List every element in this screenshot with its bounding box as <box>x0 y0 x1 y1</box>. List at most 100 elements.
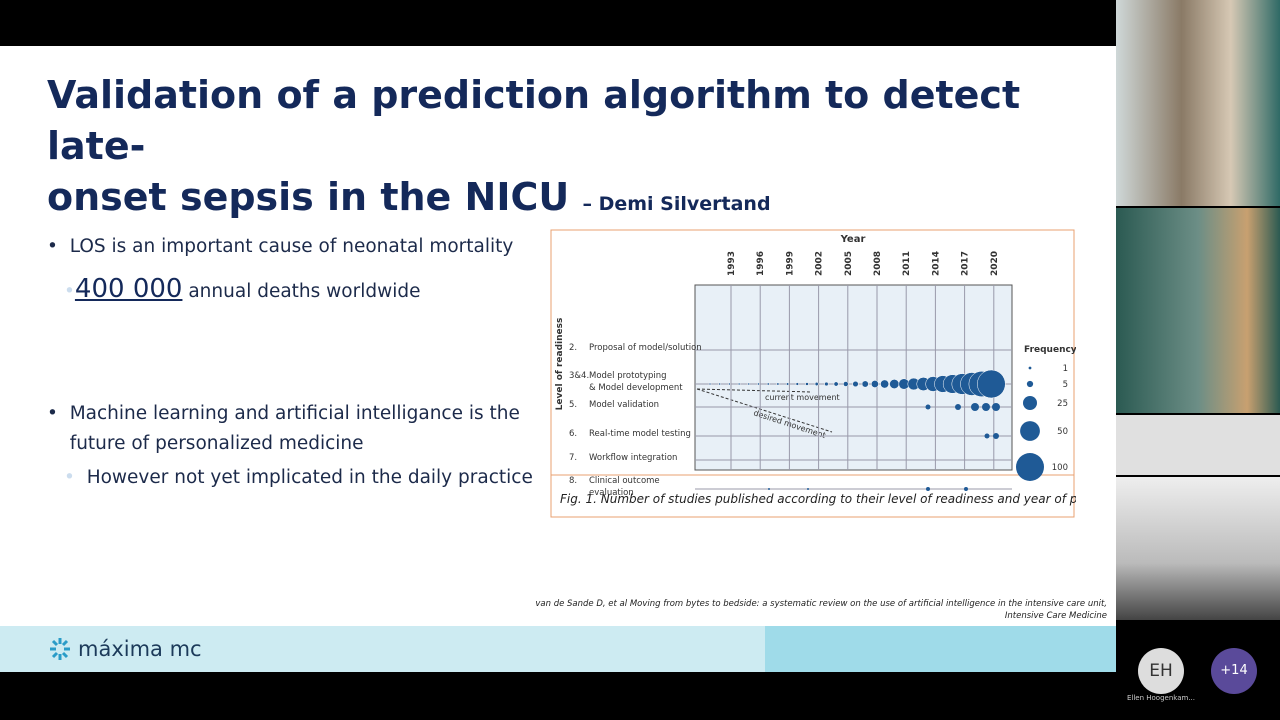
bubble <box>993 433 999 439</box>
legend-bubble <box>1016 453 1044 481</box>
footer-band <box>765 626 1116 672</box>
year-label: 2008 <box>873 251 883 276</box>
bubble <box>861 380 869 388</box>
bullet-text: annual deaths worldwide <box>188 281 421 302</box>
bubble <box>880 379 889 389</box>
bullet: • LOS is an important cause of neonatal … <box>47 236 514 257</box>
year-label: 2014 <box>931 251 941 276</box>
bubble <box>871 380 879 388</box>
video-tile <box>1116 208 1280 413</box>
bubble <box>807 488 809 490</box>
participant-name: Ellen Hoogenkam... <box>1126 694 1195 702</box>
slide: Validation of a prediction algorithm to … <box>0 46 1116 672</box>
legend-label: 25 <box>1057 399 1068 409</box>
bubble <box>768 488 770 490</box>
arrow <box>696 388 813 393</box>
year-label: 1993 <box>727 251 737 276</box>
bubble <box>984 433 990 439</box>
title-line: onset sepsis in the NICU <box>47 175 570 219</box>
legend-bubble <box>1023 396 1037 410</box>
legend-bubble <box>1020 421 1040 441</box>
level-label: Workflow integration <box>589 453 677 463</box>
bubble <box>737 382 741 386</box>
year-label: 2020 <box>990 251 1000 276</box>
year-label: 1996 <box>756 251 766 276</box>
legend-label: 1 <box>1063 364 1068 374</box>
logo-icon <box>50 638 70 660</box>
bubble <box>718 382 721 386</box>
more-participants[interactable]: +14 <box>1211 648 1257 694</box>
bubble <box>708 382 712 386</box>
sub-bullet: • However not yet implicated in the dail… <box>64 467 533 488</box>
level-label: Real-time model testing <box>589 429 691 439</box>
bubble <box>786 382 790 386</box>
bubble <box>982 403 990 411</box>
level-label: & Model development <box>589 383 683 393</box>
video-tile <box>1116 415 1280 475</box>
level-num: 6. <box>569 429 577 439</box>
legend-label: 100 <box>1052 463 1068 473</box>
figure: Year Level of readiness current movement… <box>550 229 1076 518</box>
legend-bubble <box>1028 366 1032 370</box>
level-label: Model prototyping <box>589 371 667 381</box>
bubble <box>757 382 760 386</box>
bubble <box>747 382 751 386</box>
bubble <box>776 382 780 386</box>
bubble <box>824 381 829 387</box>
y-title: Level of readiness <box>555 318 565 411</box>
bubble <box>977 369 1006 399</box>
bubble <box>728 382 731 386</box>
bubble <box>925 404 931 410</box>
title-line: Validation of a prediction algorithm to … <box>47 73 1021 168</box>
level-label: Proposal of model/solution <box>589 343 702 353</box>
level-num: 3&4. <box>569 371 589 381</box>
level-label: Model validation <box>589 400 659 410</box>
title-line: onset sepsis in the NICU – Demi Silverta… <box>47 172 1116 230</box>
caption-frame <box>550 474 1075 518</box>
video-tile <box>1116 0 1280 206</box>
bubble <box>843 381 849 387</box>
bubble <box>889 379 900 389</box>
bubble <box>926 487 930 491</box>
arrow <box>696 388 833 433</box>
bubble <box>814 382 819 386</box>
level-num: 8. <box>569 476 577 486</box>
legend-label: 50 <box>1057 427 1068 437</box>
level-num: 7. <box>569 453 577 463</box>
bubble <box>992 403 1000 411</box>
bullet: • Machine learning and artificial intell… <box>47 399 537 459</box>
video-tile <box>1116 477 1280 620</box>
slide-title: Validation of a prediction algorithm to … <box>47 70 1116 230</box>
bullet-text: Machine learning and artificial intellig… <box>69 403 520 454</box>
level-num: 5. <box>569 400 577 410</box>
logo: máxima mc <box>48 636 202 662</box>
bubble <box>955 404 961 410</box>
reference-line: Intensive Care Medicine <box>1004 611 1107 621</box>
bubble <box>795 382 799 386</box>
year-label: 2005 <box>844 251 854 276</box>
bullet-text: However not yet implicated in the daily … <box>86 467 533 488</box>
caption-text: Fig. 1. Number of studies published acco… <box>560 492 1076 506</box>
author: – Demi Silvertand <box>582 193 771 215</box>
year-label: 2017 <box>961 251 971 276</box>
year-label: 2002 <box>815 251 825 276</box>
reference-line: van de Sande D, et al Moving from bytes … <box>535 599 1107 609</box>
legend-label: 5 <box>1063 380 1068 390</box>
bubble <box>964 487 968 491</box>
bubble <box>852 380 859 388</box>
bubble <box>971 403 979 411</box>
caption: Fig. 1. Number of studies published acco… <box>560 492 1076 506</box>
level-label: Clinical outcome <box>589 476 660 486</box>
bullet-text: LOS is an important cause of neonatal mo… <box>69 236 514 257</box>
bubble <box>833 381 839 387</box>
annotation: current movement <box>765 393 840 402</box>
highlight: 400 000 <box>74 274 183 304</box>
x-title: Year <box>840 234 866 245</box>
logo-text: máxima mc <box>78 637 202 661</box>
legend-title: Frequency <box>1024 345 1076 355</box>
level-num: 2. <box>569 343 577 353</box>
avatar[interactable]: EH <box>1138 648 1184 694</box>
legend-bubble <box>1026 380 1034 388</box>
reference: van de Sande D, et al Moving from bytes … <box>535 598 1107 622</box>
